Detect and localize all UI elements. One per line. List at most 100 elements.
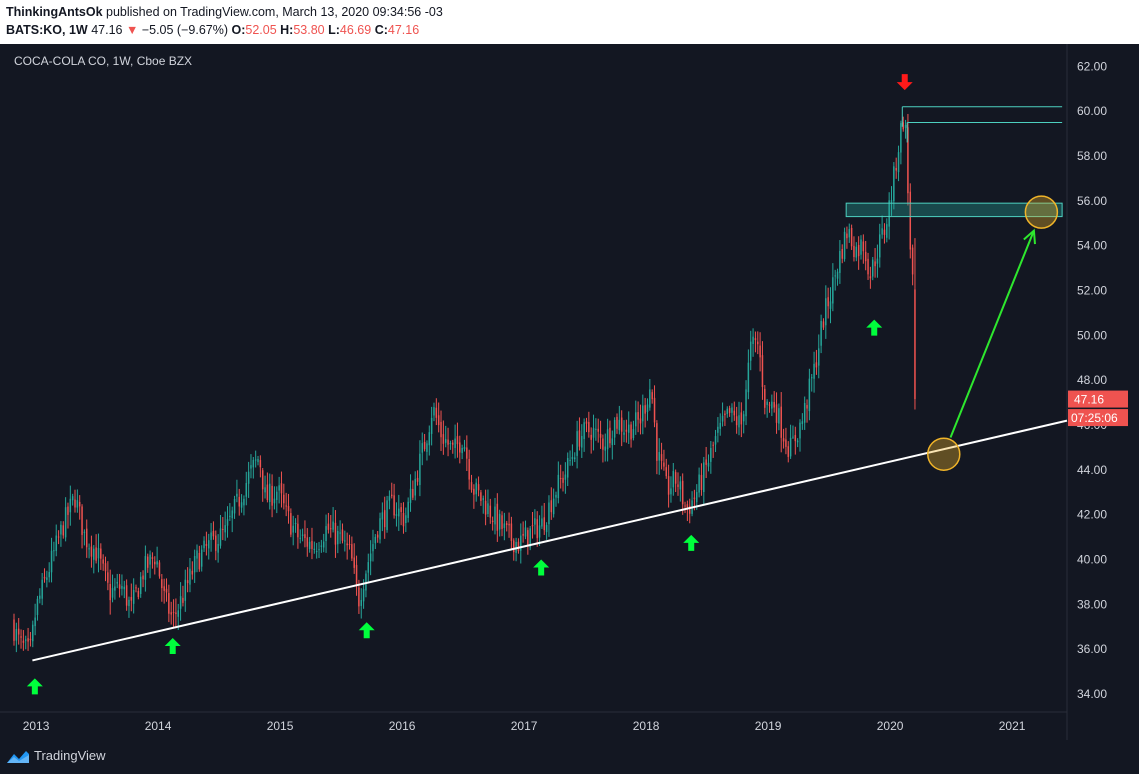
candle-body: [240, 502, 243, 508]
candle-body: [710, 447, 712, 462]
candle-body: [635, 412, 637, 427]
candle-body: [111, 588, 114, 598]
candle-body: [135, 587, 137, 589]
publisher-name[interactable]: ThinkingAntsOk: [6, 5, 103, 19]
candle-body: [351, 544, 353, 559]
candle-body: [266, 484, 269, 501]
candle-body: [677, 484, 679, 487]
candle-body: [276, 491, 278, 500]
support-trendline: [32, 419, 1068, 662]
candle-body: [911, 247, 914, 275]
candle-body: [632, 429, 635, 438]
candle-body: [27, 638, 29, 642]
candle-body: [102, 559, 104, 564]
candle-body: [618, 419, 621, 431]
candle-body: [468, 459, 470, 480]
candle-body: [853, 245, 855, 258]
y-tick-label: 60.00: [1077, 104, 1107, 118]
price-axis[interactable]: 34.0036.0038.0040.0042.0044.0046.0048.00…: [1077, 59, 1107, 701]
candle-body: [808, 378, 811, 412]
candle-body: [184, 579, 187, 601]
candle-body: [494, 506, 496, 525]
candle-body: [118, 584, 121, 589]
candle-body: [653, 397, 656, 423]
candle-body: [513, 540, 515, 553]
candle-body: [34, 617, 36, 627]
candle-body: [696, 492, 698, 503]
candle-body: [728, 408, 731, 413]
candle-body: [761, 355, 764, 387]
candle-body: [264, 487, 266, 493]
candle-body: [597, 428, 599, 432]
candle-body: [735, 416, 738, 426]
candle-body: [104, 563, 107, 572]
candle-body: [339, 532, 341, 534]
candle-body: [261, 470, 264, 490]
change-value: −5.05 (−9.67%): [141, 23, 228, 37]
candle-body: [423, 441, 426, 450]
candle-body: [50, 550, 53, 573]
candle-body: [724, 413, 726, 416]
candle-body: [13, 619, 15, 641]
candle-body: [315, 551, 318, 553]
y-tick-label: 48.00: [1077, 373, 1107, 387]
candle-body: [660, 454, 663, 461]
candle-body: [67, 506, 69, 515]
candle-body: [627, 424, 630, 433]
candle-body: [60, 524, 62, 535]
candle-body: [365, 573, 367, 591]
candle-body: [740, 412, 743, 425]
candle-body: [534, 518, 536, 525]
candle-body: [517, 541, 520, 552]
candle-body: [703, 462, 705, 493]
candle-body: [90, 546, 93, 557]
candle-body: [815, 362, 818, 368]
candle-body: [76, 500, 79, 508]
candle-body: [726, 408, 729, 415]
candle-body: [297, 523, 299, 538]
candle-body: [444, 439, 447, 443]
candle-body: [416, 477, 419, 482]
candle-body: [320, 545, 323, 547]
candle-body: [559, 478, 562, 480]
candle-body: [130, 596, 133, 601]
projection-arrow-head: [1023, 228, 1036, 245]
candle-body: [665, 467, 668, 477]
target-circle: [927, 437, 961, 471]
candle-body: [391, 494, 393, 497]
tradingview-brand[interactable]: TradingView: [34, 748, 106, 763]
candle-body: [536, 519, 538, 539]
candle-body: [107, 572, 109, 583]
candle-body: [29, 638, 32, 641]
candle-body: [752, 336, 754, 345]
projection-arrow-line: [949, 230, 1035, 438]
candle-body: [564, 474, 567, 480]
candle-body: [904, 124, 907, 128]
candle-body: [39, 595, 41, 599]
countdown-tag-bg: [1068, 409, 1128, 427]
candle-body: [456, 436, 459, 445]
candle-body: [717, 426, 719, 433]
candle-body: [656, 423, 658, 461]
candle-body: [630, 424, 632, 440]
candle-body: [304, 534, 306, 539]
top-down-arrow-icon: [896, 74, 913, 91]
chart-title: COCA-COLA CO, 1W, Cboe BZX: [14, 54, 192, 68]
candle-body: [381, 512, 384, 520]
price-chart[interactable]: 34.0036.0038.0040.0042.0044.0046.0048.00…: [0, 44, 1139, 740]
candle-body: [625, 429, 628, 432]
candle-body: [327, 523, 330, 530]
candle-body: [161, 579, 163, 589]
candle-body: [217, 543, 219, 553]
tradingview-logo-icon[interactable]: [6, 749, 30, 765]
candle-body: [895, 167, 897, 171]
candle-body: [646, 404, 649, 413]
candle-body: [862, 241, 865, 252]
candle-body: [707, 462, 710, 467]
candle-body: [329, 528, 332, 530]
time-axis[interactable]: 2013 2014 2015 2016 2017 2018 2019 2020 2021: [23, 719, 1026, 733]
candle-body: [437, 415, 440, 426]
chart-area[interactable]: 34.0036.0038.0040.0042.0044.0046.0048.00…: [0, 44, 1139, 740]
candle-body: [409, 488, 412, 503]
candle-body: [207, 540, 210, 549]
